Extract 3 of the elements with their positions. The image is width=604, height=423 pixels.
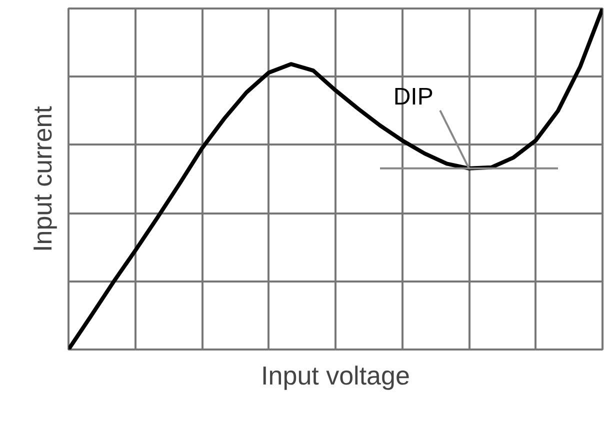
annotation: DIP: [393, 83, 434, 110]
x-axis-title: Input voltage: [261, 360, 410, 390]
y-axis-title: Input current: [28, 105, 58, 252]
